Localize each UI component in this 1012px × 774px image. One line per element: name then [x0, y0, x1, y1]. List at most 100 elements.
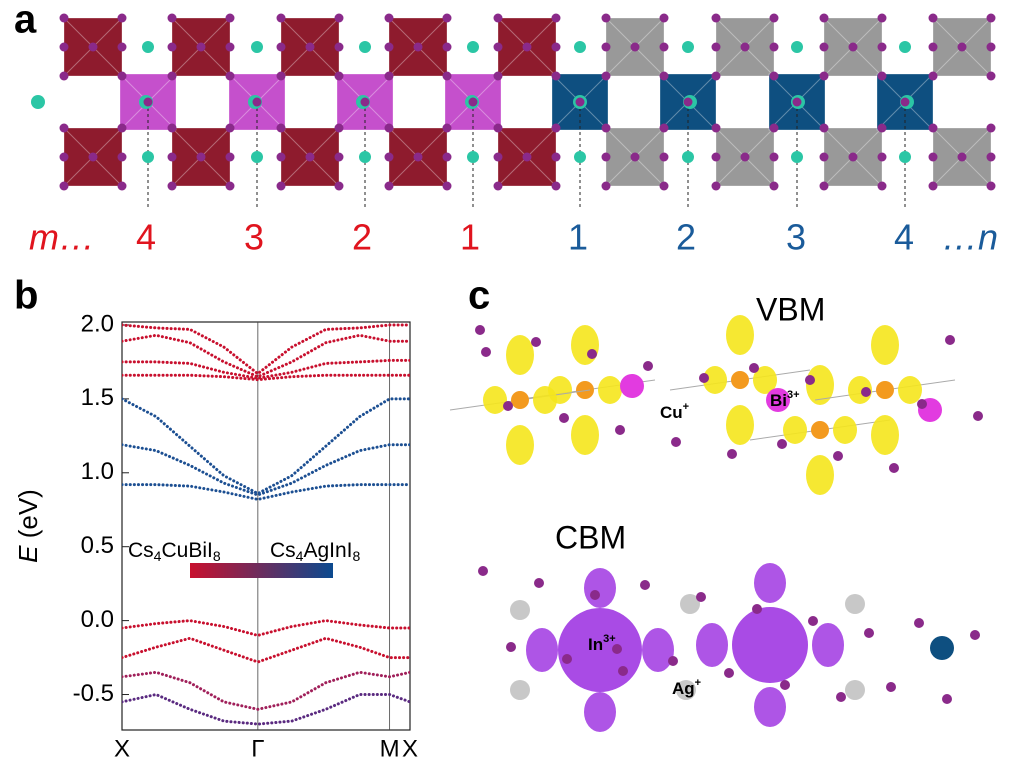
i-atom: [442, 152, 452, 162]
i-atom: [699, 373, 709, 383]
plot-frame: [121, 321, 411, 731]
i-atom: [769, 42, 779, 52]
i-atom: [334, 13, 344, 23]
i-atom: [928, 13, 938, 23]
i-atom: [668, 656, 678, 666]
orbital-lobe: [726, 405, 754, 445]
atom: [511, 391, 529, 409]
i-atom: [986, 123, 996, 133]
i-atom: [384, 42, 394, 52]
i-atom: [384, 71, 394, 81]
i-atom: [59, 152, 69, 162]
i-atom: [225, 71, 235, 81]
layer-number: 1: [460, 217, 480, 258]
i-atom: [769, 152, 779, 162]
i-atom: [534, 578, 544, 588]
layer-number: 3: [244, 217, 264, 258]
i-atom: [769, 123, 779, 133]
i-atom: [59, 13, 69, 23]
i-atom: [305, 42, 315, 52]
band: [122, 323, 410, 376]
layer-number: …n: [942, 217, 998, 258]
i-atom: [601, 42, 611, 52]
i-atom: [752, 604, 762, 614]
i-atom: [819, 152, 829, 162]
i-atom: [612, 644, 622, 654]
i-atom: [468, 97, 478, 107]
cs-atom: [899, 151, 911, 163]
i-atom: [711, 71, 721, 81]
ion-label: Cu+: [660, 401, 689, 423]
i-atom: [587, 349, 597, 359]
i-atom: [819, 42, 829, 52]
i-atom: [225, 152, 235, 162]
annotation: Cs4CuBiI8: [128, 539, 221, 564]
i-atom: [551, 123, 561, 133]
cs-atom: [359, 41, 371, 53]
i-atom: [478, 566, 488, 576]
i-atom: [601, 123, 611, 133]
i-atom: [117, 71, 127, 81]
i-atom: [252, 97, 262, 107]
i-atom: [442, 13, 452, 23]
i-atom: [889, 463, 899, 473]
i-atom: [225, 181, 235, 191]
i-atom: [643, 361, 653, 371]
i-atom: [769, 71, 779, 81]
i-atom: [749, 363, 759, 373]
i-atom: [334, 123, 344, 133]
i-atom: [167, 13, 177, 23]
orbital-lobe: [812, 623, 844, 667]
i-atom: [276, 152, 286, 162]
i-atom: [711, 13, 721, 23]
i-atom: [413, 152, 423, 162]
i-atom: [848, 42, 858, 52]
orbital-lobe: [526, 628, 558, 672]
i-atom: [696, 592, 706, 602]
band: [122, 483, 410, 501]
i-atom: [88, 42, 98, 52]
i-atom: [945, 335, 955, 345]
i-atom: [384, 152, 394, 162]
atom: [811, 421, 829, 439]
atom: [845, 680, 865, 700]
i-atom: [900, 97, 910, 107]
i-atom: [590, 590, 600, 600]
i-atom: [503, 401, 513, 411]
i-atom: [659, 123, 669, 133]
atom: [930, 636, 954, 660]
i-atom: [493, 152, 503, 162]
i-atom: [711, 42, 721, 52]
i-atom: [724, 668, 734, 678]
i-atom: [551, 181, 561, 191]
i-atom: [928, 71, 938, 81]
orbital-lobe: [753, 366, 777, 394]
layer-number: 1: [568, 217, 588, 258]
i-atom: [819, 123, 829, 133]
i-atom: [986, 42, 996, 52]
layer-number: 2: [352, 217, 372, 258]
i-atom: [659, 42, 669, 52]
i-atom: [711, 181, 721, 191]
atom: [766, 388, 790, 412]
band: [122, 397, 410, 496]
layer-number: 4: [136, 217, 156, 258]
cs-atom: [682, 41, 694, 53]
i-atom: [671, 437, 681, 447]
i-atom: [986, 13, 996, 23]
cs-atom: [791, 151, 803, 163]
i-atom: [711, 123, 721, 133]
i-atom: [711, 152, 721, 162]
i-atom: [334, 71, 344, 81]
layer-number: m…: [29, 217, 95, 258]
i-atom: [777, 439, 787, 449]
ion-label: Ag+: [672, 677, 701, 699]
i-atom: [630, 152, 640, 162]
i-atom: [59, 123, 69, 133]
i-atom: [276, 123, 286, 133]
i-atom: [225, 123, 235, 133]
i-atom: [973, 411, 983, 421]
i-atom: [877, 42, 887, 52]
y-tick-label: 1.5: [81, 384, 114, 411]
